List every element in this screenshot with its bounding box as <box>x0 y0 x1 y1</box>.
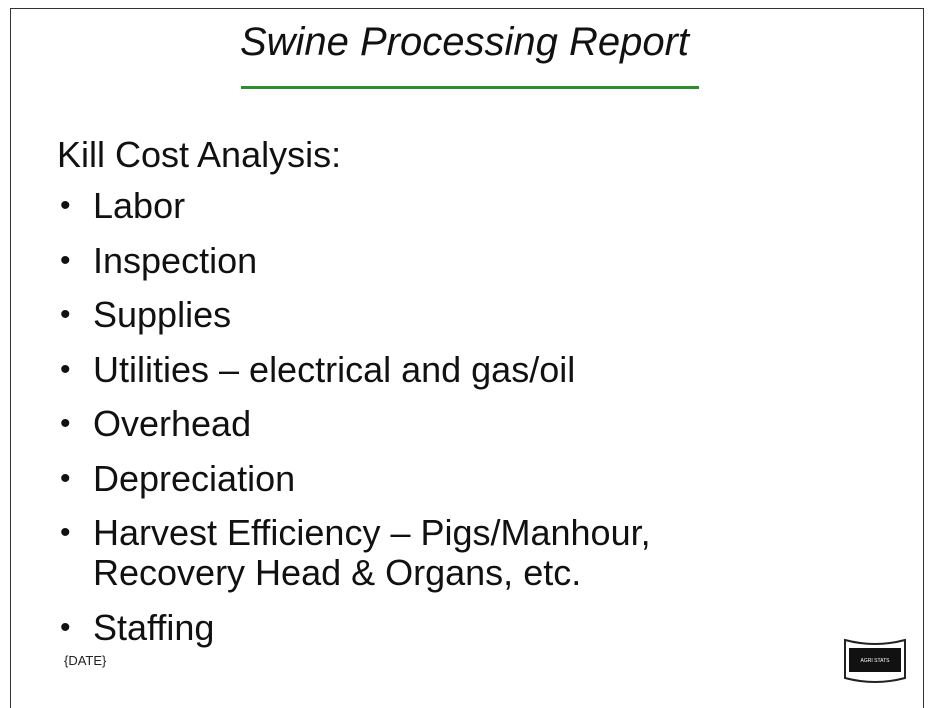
bullet-item: Labor <box>57 186 753 227</box>
section-heading: Kill Cost Analysis: <box>57 134 342 175</box>
slide-title: Swine Processing Report <box>239 20 690 64</box>
title-underline <box>241 86 699 89</box>
bullet-item: Staffing <box>57 607 753 648</box>
bullet-item: Inspection <box>57 240 753 281</box>
logo-text: AGRI STATS <box>861 658 891 664</box>
slide-frame <box>10 8 924 708</box>
bullet-item: Utilities – electrical and gas/oil <box>57 349 753 390</box>
logo: AGRI STATS <box>844 638 906 683</box>
bullet-list: Labor Inspection Supplies Utilities – elect… <box>57 186 757 662</box>
bullet-item: Harvest Efficiency – Pigs/Manhour, Recov… <box>57 513 753 593</box>
bullet-item: Supplies <box>57 295 753 336</box>
bullet-item: Depreciation <box>57 458 753 499</box>
date-placeholder: {DATE} <box>64 653 107 668</box>
bullet-item: Overhead <box>57 404 753 445</box>
